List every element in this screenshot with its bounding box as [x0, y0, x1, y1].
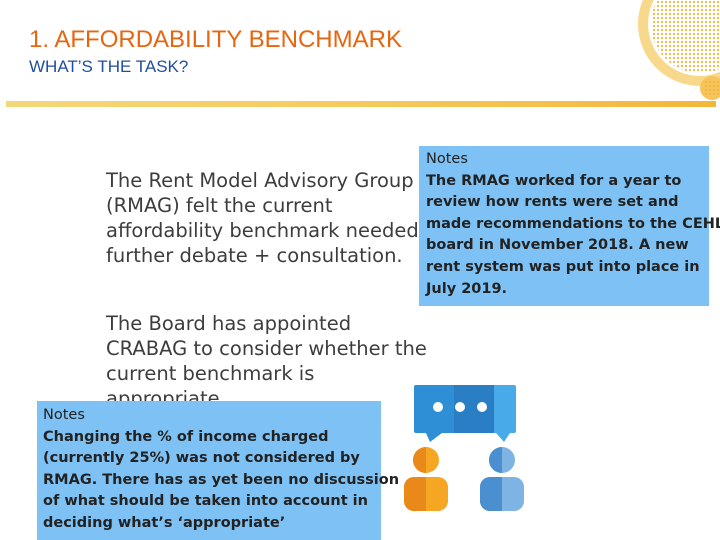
notes-heading: Notes — [43, 407, 85, 423]
notes-box-rmag: Notes The RMAG worked for a year to revi… — [419, 146, 720, 306]
notes-line: Changing the % of income charged — [43, 428, 329, 445]
notes-line: of what should be taken into account in — [43, 493, 368, 510]
paragraph-crabag: The Board has appointed CRABAG to consid… — [106, 312, 427, 410]
notes-line: July 2019. — [426, 280, 508, 297]
notes-line: RMAG. There has as yet been no discussio… — [43, 471, 400, 488]
notes-box-percentage: Notes Changing the % of income charged (… — [37, 401, 400, 540]
notes-line: board in November 2018. A new — [426, 237, 689, 254]
paragraph-rmag: The Rent Model Advisory Group (RMAG) fel… — [106, 169, 419, 267]
notes-line: review how rents were set and — [426, 194, 679, 211]
honeycomb-circle-icon — [638, 0, 720, 100]
title-divider — [6, 101, 716, 107]
notes-heading: Notes — [426, 151, 468, 167]
two-people-chat-icon — [404, 385, 524, 511]
page-title: 1. AFFORDABILITY BENCHMARK — [29, 26, 402, 53]
notes-line: deciding what’s ‘appropriate’ — [43, 514, 286, 531]
notes-line: rent system was put into place in — [426, 258, 700, 275]
notes-line: (currently 25%) was not considered by — [43, 450, 360, 467]
notes-line: made recommendations to the CEHL — [426, 215, 720, 232]
page-subtitle: WHAT’S THE TASK? — [29, 57, 189, 76]
notes-line: The RMAG worked for a year to — [426, 172, 682, 189]
